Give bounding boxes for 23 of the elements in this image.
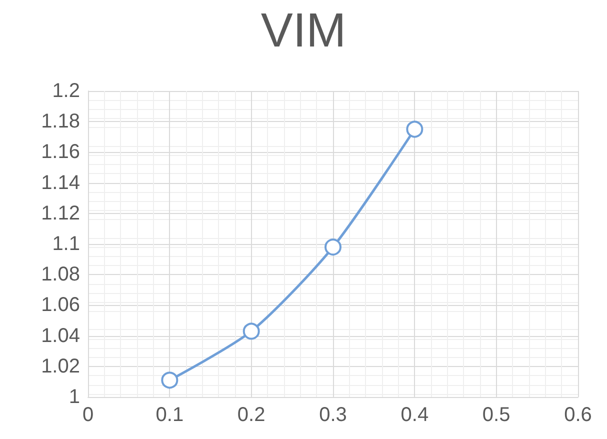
y-tick-label: 1.14	[41, 172, 80, 194]
x-tick-label: 0.6	[564, 404, 592, 426]
x-tick-label: 0.1	[156, 404, 184, 426]
point	[242, 322, 260, 340]
y-tick-label: 1	[68, 386, 80, 408]
y-tick-label: 1.1	[52, 233, 80, 255]
x-tick-label: 0.2	[237, 404, 266, 426]
x-tick-label: 0	[82, 404, 94, 426]
point	[324, 238, 342, 256]
y-tick-label: 1.06	[41, 294, 80, 316]
y-tick-label: 1.2	[52, 80, 80, 102]
x-tick-label: 0.4	[400, 404, 429, 426]
chart-title: VIM	[260, 4, 346, 58]
point	[161, 372, 178, 389]
y-tick-label: 1.04	[41, 324, 80, 347]
y-tick-label: 1.12	[41, 202, 80, 224]
x-tick-label: 0.3	[319, 404, 347, 426]
y-tick-label: 1.08	[41, 264, 80, 286]
point	[406, 120, 424, 138]
y-tick-label: 1.18	[41, 110, 80, 133]
y-tick-label: 1.02	[41, 355, 80, 378]
x-tick-label: 0.5	[482, 404, 510, 426]
y-tick-label: 1.16	[41, 141, 80, 164]
